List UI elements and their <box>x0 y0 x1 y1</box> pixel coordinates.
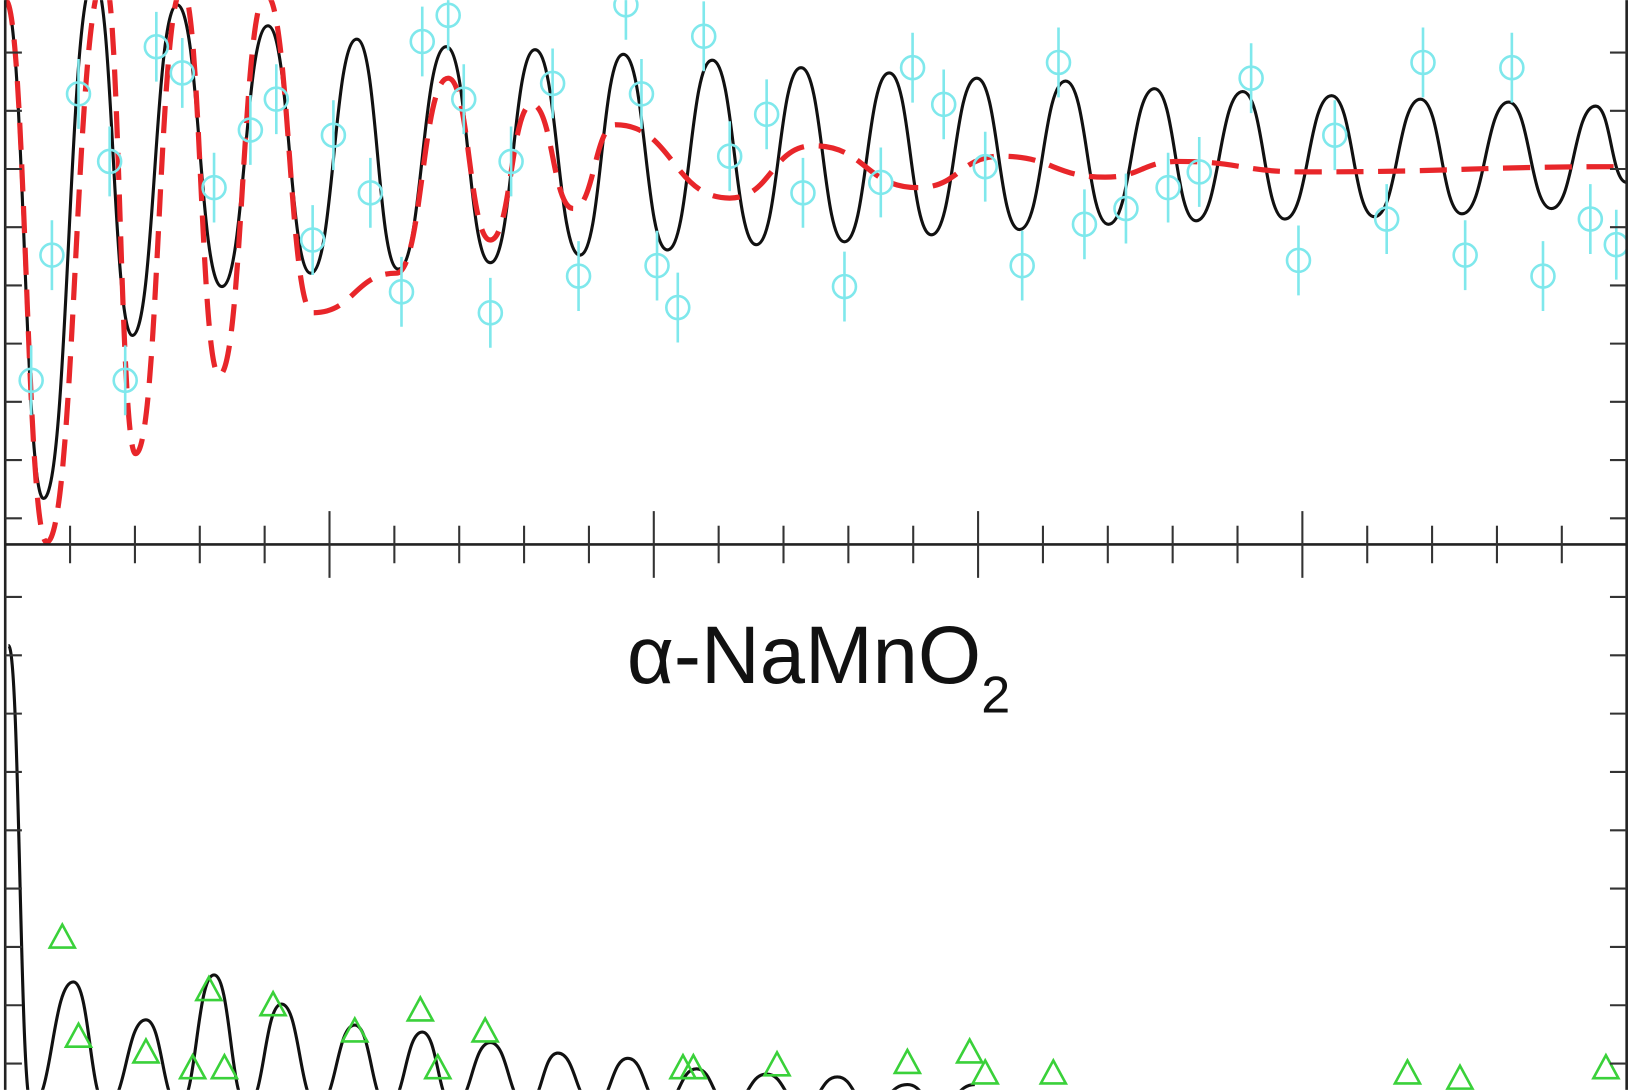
data-point <box>1322 122 1348 149</box>
data-point <box>498 148 524 175</box>
data-point <box>18 367 44 394</box>
bottom-panel <box>6 643 1621 1090</box>
data-point <box>258 989 288 1017</box>
data-point <box>1577 206 1604 232</box>
data-point <box>954 1036 985 1064</box>
data-point <box>1186 159 1213 185</box>
data-point <box>169 60 196 86</box>
data-point <box>1038 1057 1069 1085</box>
data-point <box>1499 54 1525 81</box>
data-point <box>299 227 326 253</box>
data-point <box>899 54 926 81</box>
data-point <box>450 86 477 112</box>
data-point <box>868 169 894 196</box>
data-point <box>320 122 347 149</box>
data-point <box>477 300 504 326</box>
data-point <box>63 1021 94 1049</box>
data-point <box>143 33 170 60</box>
data-point <box>1452 242 1478 268</box>
annotation: α-NaMnO2 <box>627 610 1010 724</box>
data-point <box>613 0 639 18</box>
data-point <box>1392 1057 1423 1085</box>
data-point <box>790 180 816 206</box>
data-point <box>409 28 436 55</box>
data-point <box>209 1052 240 1080</box>
data-point <box>470 1015 500 1043</box>
data-point <box>565 263 592 289</box>
data-point <box>47 921 77 949</box>
data-point <box>1238 65 1264 91</box>
curve <box>5 0 1627 545</box>
data-point <box>39 242 65 268</box>
data-point <box>762 1049 792 1077</box>
data-point <box>237 117 264 143</box>
data-point <box>1410 49 1436 76</box>
annotation-text: α-NaMnO <box>627 610 981 701</box>
data-point <box>1373 206 1400 232</box>
data-point <box>930 91 957 118</box>
data-point <box>665 294 691 321</box>
curve <box>6 643 976 1090</box>
data-point <box>1045 49 1072 76</box>
data-point <box>972 153 998 180</box>
data-point <box>405 994 436 1022</box>
data-point <box>340 1015 370 1043</box>
data-point <box>65 81 92 107</box>
data-point <box>678 1052 709 1080</box>
data-point <box>628 81 655 107</box>
top-panel <box>5 0 1627 545</box>
data-point <box>831 273 858 300</box>
data-point <box>1155 174 1181 201</box>
data-point <box>263 86 290 112</box>
data-point <box>753 101 780 128</box>
data-point <box>1285 247 1312 274</box>
data-point <box>112 367 138 394</box>
data-point <box>194 974 224 1002</box>
data-point <box>131 1036 161 1064</box>
data-point <box>1009 252 1035 279</box>
data-point <box>1603 231 1627 258</box>
data-point <box>1113 195 1139 222</box>
data-point <box>201 174 227 201</box>
data-point <box>96 148 123 175</box>
data-point <box>423 1052 453 1080</box>
data-point <box>690 23 717 50</box>
data-point <box>388 279 415 305</box>
data-point <box>716 143 743 169</box>
data-point <box>1591 1052 1621 1080</box>
data-point <box>644 252 670 279</box>
data-point <box>1530 263 1556 289</box>
annotation-subscript: 2 <box>981 666 1010 724</box>
data-point <box>1445 1063 1475 1090</box>
data-point <box>1071 211 1098 238</box>
data-point <box>435 2 461 29</box>
data-point <box>357 180 384 206</box>
data-point <box>892 1047 923 1075</box>
data-point <box>970 1057 1000 1085</box>
data-point <box>539 70 566 97</box>
data-point <box>177 1052 208 1080</box>
axes <box>3 0 1628 1090</box>
curve <box>5 0 1627 501</box>
